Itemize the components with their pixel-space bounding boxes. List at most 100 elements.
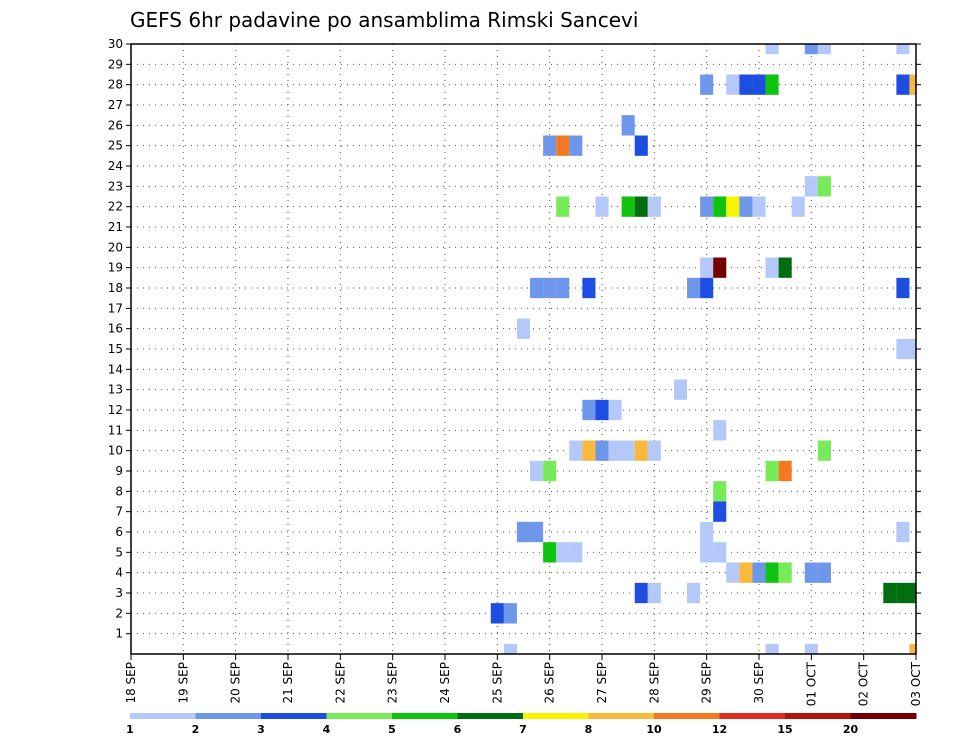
heatmap-cell bbox=[909, 74, 916, 95]
y-tick-label: 7 bbox=[115, 505, 123, 519]
heatmap-cell bbox=[765, 460, 779, 482]
heatmap-cell bbox=[700, 542, 714, 563]
heatmap-cell bbox=[765, 257, 779, 278]
heatmap-cell bbox=[503, 643, 517, 654]
heatmap-cell bbox=[778, 562, 792, 583]
x-tick-label: 19 SEP bbox=[176, 662, 190, 704]
heatmap-cell bbox=[713, 196, 727, 217]
x-tick-label: 26 SEP bbox=[543, 662, 557, 704]
heatmap-cell bbox=[582, 277, 596, 299]
heatmap-cell bbox=[634, 440, 648, 461]
heatmap-cell bbox=[608, 399, 622, 421]
heatmap-cell bbox=[896, 277, 910, 299]
y-tick-label: 14 bbox=[108, 362, 123, 376]
y-tick-label: 10 bbox=[108, 444, 123, 458]
colorbar-swatch bbox=[130, 713, 196, 719]
heatmap-cell bbox=[817, 562, 831, 583]
heatmap-cell bbox=[739, 196, 753, 217]
heatmap-cell bbox=[817, 176, 831, 197]
heatmap-cell bbox=[765, 74, 779, 95]
heatmap-cell bbox=[726, 74, 740, 95]
colorbar-label: 1 bbox=[126, 723, 134, 736]
heatmap-cell bbox=[713, 501, 727, 522]
heatmap-cell bbox=[556, 196, 570, 217]
x-tick-label: 24 SEP bbox=[438, 662, 452, 704]
colorbar-swatch bbox=[392, 713, 458, 719]
colorbar-label: 3 bbox=[257, 723, 265, 736]
y-tick-label: 6 bbox=[115, 525, 123, 539]
heatmap-cell bbox=[804, 643, 818, 654]
heatmap-cell bbox=[700, 521, 714, 543]
heatmap-cell bbox=[726, 196, 740, 217]
x-tick-label: 29 SEP bbox=[700, 662, 714, 704]
colorbar-label: 20 bbox=[843, 723, 859, 736]
x-tick-label: 28 SEP bbox=[647, 662, 661, 704]
y-tick-label: 26 bbox=[108, 118, 123, 132]
heatmap-cell bbox=[516, 318, 531, 339]
colorbar-label: 12 bbox=[712, 723, 727, 736]
heatmap-cell bbox=[909, 582, 916, 604]
y-tick-label: 18 bbox=[108, 281, 123, 295]
heatmap-cell bbox=[621, 115, 635, 136]
heatmap-cell bbox=[582, 399, 596, 421]
colorbar-label: 5 bbox=[388, 723, 396, 736]
y-tick-label: 3 bbox=[115, 586, 123, 600]
heatmap-cell bbox=[647, 582, 661, 604]
colorbar-label: 6 bbox=[454, 723, 462, 736]
plot-frame bbox=[130, 43, 917, 655]
heatmap-cell bbox=[752, 562, 766, 583]
y-tick-label: 8 bbox=[115, 484, 123, 498]
colorbar-swatch bbox=[457, 713, 524, 719]
colorbar-swatch bbox=[326, 713, 393, 719]
heatmap-cell bbox=[739, 562, 753, 583]
y-axis: 1234567891011121314151617181920212223242… bbox=[108, 37, 921, 641]
y-tick-label: 27 bbox=[108, 98, 123, 112]
y-tick-label: 4 bbox=[115, 566, 123, 580]
x-tick-label: 20 SEP bbox=[229, 662, 243, 704]
x-tick-label: 25 SEP bbox=[490, 662, 504, 704]
colorbar-label: 15 bbox=[777, 723, 792, 736]
heatmap-cell bbox=[896, 44, 910, 55]
heatmap-cell bbox=[608, 440, 622, 461]
y-tick-label: 11 bbox=[108, 423, 123, 437]
colorbar-label: 2 bbox=[192, 723, 200, 736]
heatmap-cell bbox=[817, 44, 831, 55]
heatmap-cell bbox=[556, 277, 570, 299]
heatmap-cell bbox=[765, 643, 779, 654]
colorbar-label: 10 bbox=[646, 723, 662, 736]
heatmap-cell bbox=[817, 440, 831, 461]
heatmap-cell bbox=[490, 603, 504, 624]
y-tick-label: 24 bbox=[108, 159, 123, 173]
heatmap-cell bbox=[700, 277, 714, 299]
y-tick-label: 30 bbox=[108, 37, 123, 51]
x-tick-label: 03 OCT bbox=[909, 661, 923, 706]
heatmap-cell bbox=[543, 135, 557, 156]
heatmap-cell bbox=[804, 176, 818, 197]
y-tick-label: 1 bbox=[115, 627, 123, 641]
grid-lines bbox=[130, 43, 917, 654]
y-tick-label: 5 bbox=[115, 545, 123, 559]
heatmap-cell bbox=[883, 582, 897, 604]
heatmap-cell bbox=[673, 379, 688, 400]
y-tick-label: 12 bbox=[108, 403, 123, 417]
heatmap-cell bbox=[530, 521, 544, 543]
colorbar-swatch bbox=[523, 713, 589, 719]
heatmap-cell bbox=[634, 196, 648, 217]
heatmap-cell bbox=[595, 440, 609, 461]
heatmap-cell bbox=[713, 420, 727, 441]
x-tick-label: 22 SEP bbox=[333, 662, 347, 704]
heatmap-cell bbox=[726, 562, 740, 583]
heatmap-cell bbox=[543, 460, 557, 482]
colorbar-swatch bbox=[261, 713, 327, 719]
y-tick-label: 16 bbox=[108, 322, 123, 336]
heatmap-cell bbox=[752, 196, 766, 217]
heatmap-cell bbox=[556, 135, 570, 156]
heatmap-cell bbox=[765, 44, 779, 55]
heatmap-cell bbox=[621, 440, 635, 461]
y-tick-label: 21 bbox=[108, 220, 123, 234]
heatmap-cell bbox=[896, 338, 910, 360]
heatmap-cell bbox=[569, 440, 583, 461]
heatmap-cell bbox=[713, 542, 727, 563]
x-tick-label: 21 SEP bbox=[281, 662, 295, 704]
